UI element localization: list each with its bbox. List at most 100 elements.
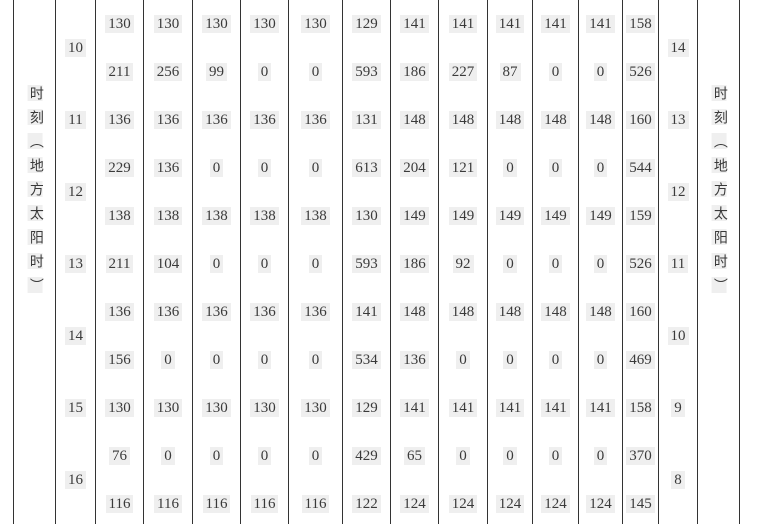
- cell-value: 148: [400, 110, 429, 129]
- cell-value: 211: [105, 254, 134, 273]
- cell-value: 136: [153, 302, 183, 321]
- cell-value: 141: [586, 14, 615, 33]
- table-row: 156 0 0 0 0 534 136 0 0 0 0 469: [14, 336, 740, 384]
- cell-value: 141: [448, 398, 478, 417]
- value-cell: 149: [390, 192, 439, 240]
- cell-value: 149: [541, 206, 570, 225]
- value-cell: 526: [622, 48, 659, 96]
- value-cell: 138: [192, 192, 241, 240]
- value-cell: 141: [487, 0, 533, 48]
- value-cell: 141: [342, 288, 391, 336]
- cell-value: 149: [495, 206, 525, 225]
- value-cell: 130: [288, 0, 343, 48]
- cell-value: 148: [586, 302, 615, 321]
- value-cell: 0: [578, 240, 623, 288]
- value-cell: 0: [532, 48, 579, 96]
- value-cell: 65: [390, 432, 439, 480]
- value-cell: 148: [438, 288, 488, 336]
- value-cell: 124: [578, 480, 623, 524]
- cell-value: 148: [541, 302, 570, 321]
- cell-value: 136: [400, 350, 429, 369]
- value-cell: 0: [143, 336, 193, 384]
- cell-value: 138: [250, 206, 279, 225]
- cell-value: 76: [109, 446, 130, 465]
- cell-value: 141: [400, 398, 429, 417]
- cell-value: 526: [626, 254, 655, 273]
- value-cell: 141: [487, 384, 533, 432]
- cell-value: 256: [153, 62, 183, 81]
- axis-title-char: 刻: [711, 109, 727, 125]
- cell-value: 229: [105, 158, 134, 177]
- value-cell: 148: [578, 288, 623, 336]
- axis-title-char: 刻: [27, 109, 43, 125]
- left-hour-label-cell: 14: [55, 288, 96, 384]
- time-table: 时刻（地方太阳时） 10 130 130 130 130 130 129 141 141 141 14…: [13, 0, 740, 524]
- cell-value: 124: [448, 494, 478, 513]
- cell-value: 0: [257, 62, 272, 81]
- cell-value: 0: [593, 158, 608, 177]
- cell-value: 136: [153, 158, 183, 177]
- right-hour-label-cell: 12: [658, 144, 698, 240]
- cell-value: 370: [626, 446, 655, 465]
- value-cell: 130: [192, 0, 241, 48]
- value-cell: 130: [342, 192, 391, 240]
- axis-title-char: （: [27, 133, 43, 149]
- cell-value: 544: [626, 158, 655, 177]
- value-cell: 124: [487, 480, 533, 524]
- value-cell: 0: [487, 432, 533, 480]
- right-hour-label: 8: [671, 470, 685, 489]
- cell-value: 159: [626, 206, 655, 225]
- cell-value: 0: [548, 446, 563, 465]
- value-cell: 130: [240, 0, 289, 48]
- cell-value: 0: [503, 350, 517, 369]
- cell-value: 0: [257, 446, 272, 465]
- cell-value: 0: [308, 350, 323, 369]
- right-hour-label-cell: 9: [658, 384, 698, 432]
- value-cell: 136: [143, 144, 193, 192]
- cell-value: 124: [400, 494, 429, 513]
- value-cell: 136: [288, 96, 343, 144]
- right-hour-label-cell: 11: [658, 240, 698, 288]
- value-cell: 0: [288, 48, 343, 96]
- value-cell: 593: [342, 48, 391, 96]
- value-cell: 122: [342, 480, 391, 524]
- value-cell: 136: [143, 96, 193, 144]
- cell-value: 429: [352, 446, 381, 465]
- value-cell: 0: [240, 144, 289, 192]
- cell-value: 87: [499, 62, 521, 81]
- cell-value: 0: [503, 158, 517, 177]
- value-cell: 116: [288, 480, 343, 524]
- value-cell: 0: [438, 432, 488, 480]
- table-row: 时刻（地方太阳时） 10 130 130 130 130 130 129 141 141 141 14…: [13, 0, 740, 524]
- value-cell: 0: [240, 240, 289, 288]
- cell-value: 186: [400, 254, 429, 273]
- value-cell: 136: [390, 336, 439, 384]
- cell-value: 156: [105, 350, 134, 369]
- value-cell: 124: [390, 480, 439, 524]
- cell-value: 99: [206, 62, 227, 81]
- cell-value: 130: [301, 14, 330, 33]
- value-cell: 141: [390, 0, 439, 48]
- axis-title-char: 地: [711, 157, 727, 173]
- value-cell: 0: [487, 240, 533, 288]
- cell-value: 148: [495, 302, 525, 321]
- right-hour-label: 10: [667, 326, 689, 345]
- cell-value: 141: [541, 14, 570, 33]
- value-cell: 0: [578, 432, 623, 480]
- cell-value: 0: [257, 350, 272, 369]
- cell-value: 0: [161, 350, 175, 369]
- value-cell: 130: [192, 384, 241, 432]
- value-cell: 116: [240, 480, 289, 524]
- value-cell: 124: [532, 480, 579, 524]
- value-cell: 0: [288, 144, 343, 192]
- right-hour-label: 9: [671, 398, 685, 417]
- value-cell: 156: [95, 336, 144, 384]
- value-cell: 0: [532, 240, 579, 288]
- left-hour-label-cell: 10: [55, 0, 96, 96]
- value-cell: 429: [342, 432, 391, 480]
- axis-title-char: 阳: [27, 229, 43, 245]
- value-cell: 0: [192, 336, 241, 384]
- value-cell: 148: [487, 96, 533, 144]
- cell-value: 141: [400, 14, 429, 33]
